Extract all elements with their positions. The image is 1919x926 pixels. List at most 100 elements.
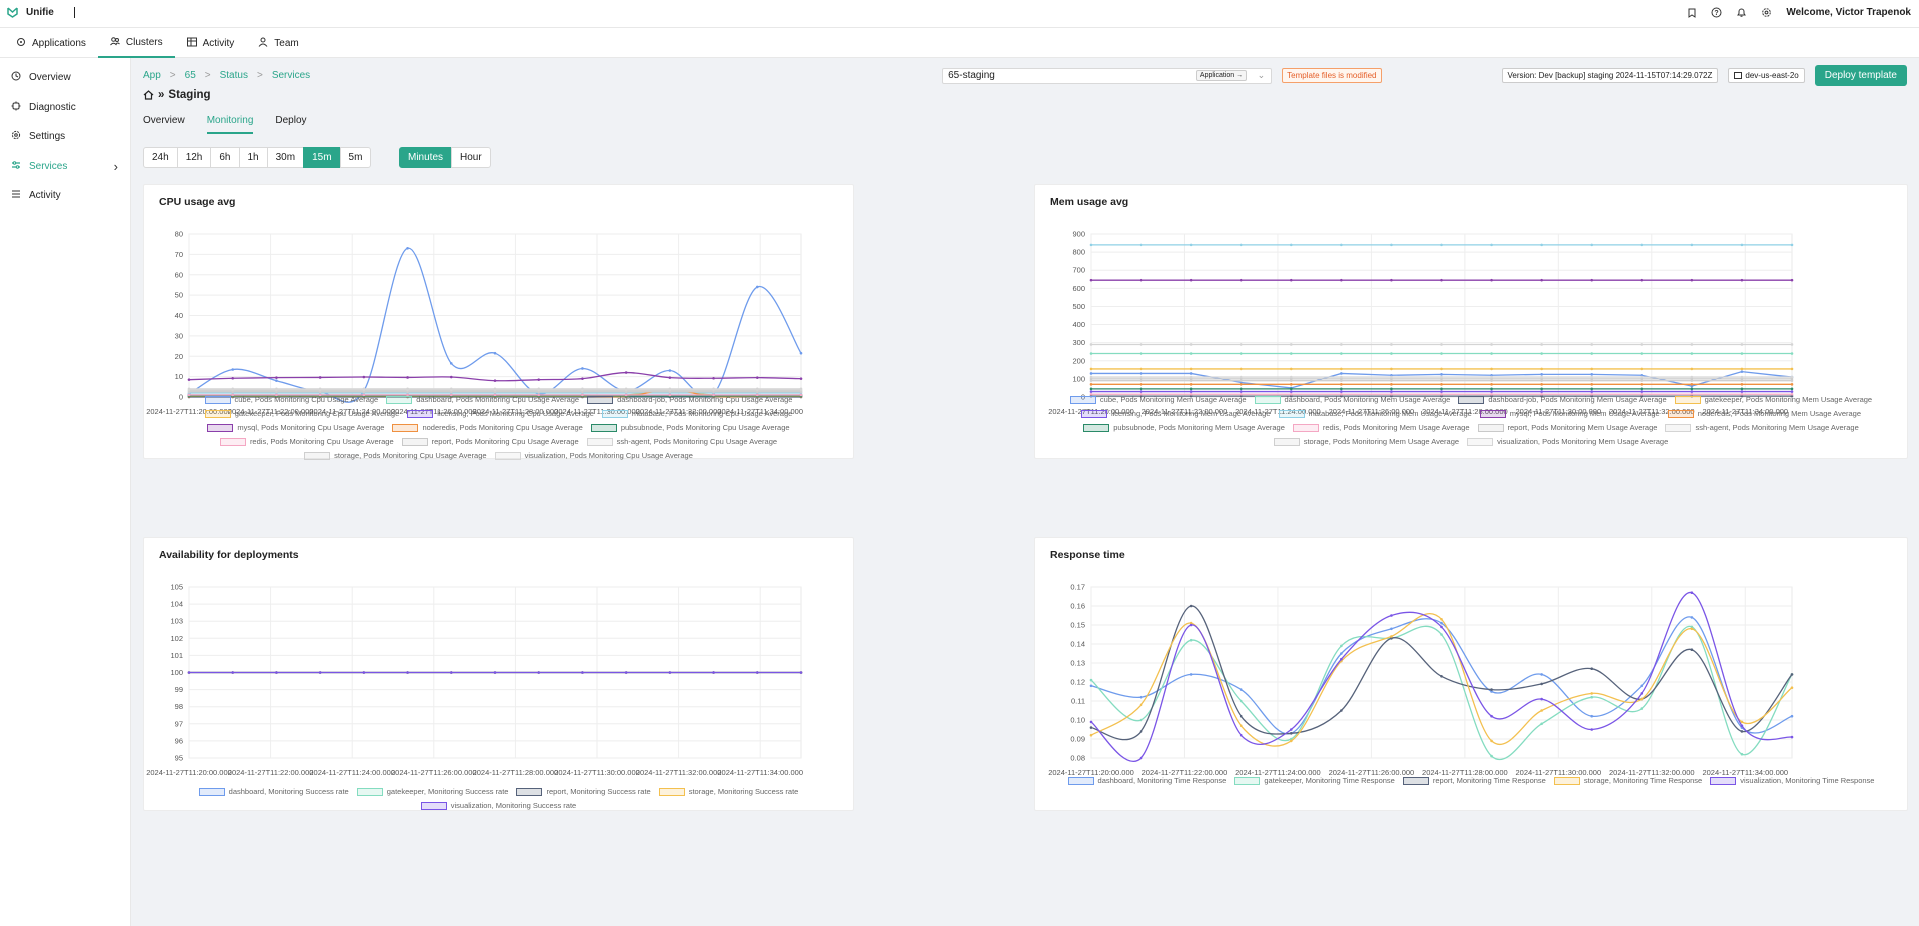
chevron-right-icon[interactable]: › xyxy=(113,158,118,174)
legend-item[interactable]: matabase, Pods Monitoring Cpu Usage Aver… xyxy=(601,408,792,419)
range-button-15m[interactable]: 15m xyxy=(303,147,341,168)
data-point xyxy=(1740,730,1744,733)
gear-icon[interactable] xyxy=(1761,7,1772,18)
nav-item-team[interactable]: Team xyxy=(246,28,310,58)
legend-item[interactable]: gatekeeper, Monitoring Time Response xyxy=(1234,775,1395,786)
application-link-tag[interactable]: Application → xyxy=(1195,69,1248,81)
legend-item[interactable]: redis, Pods Monitoring Cpu Usage Average xyxy=(219,436,394,447)
data-point xyxy=(1289,343,1293,346)
legend-item[interactable]: redis, Pods Monitoring Mem Usage Average xyxy=(1292,422,1470,433)
chart-title: Availability for deployments xyxy=(159,549,299,561)
data-point xyxy=(231,376,235,380)
legend-item[interactable]: report, Monitoring Success rate xyxy=(516,786,651,797)
data-point xyxy=(1340,709,1343,712)
help-icon[interactable]: ? xyxy=(1711,7,1722,18)
range-button-30m[interactable]: 30m xyxy=(266,147,305,168)
legend-item[interactable]: visualization, Monitoring Success rate xyxy=(420,800,576,811)
range-button-1h[interactable]: 1h xyxy=(238,147,268,168)
brand[interactable]: Unifie xyxy=(7,7,75,18)
plot-area xyxy=(1090,586,1793,759)
sidebar-item-activity[interactable]: Activity xyxy=(0,181,130,211)
legend-item[interactable]: storage, Monitoring Success rate xyxy=(658,786,798,797)
data-point xyxy=(1189,621,1193,625)
range-button-5m[interactable]: 5m xyxy=(339,147,372,168)
legend-item[interactable]: dashboard, Pods Monitoring Mem Usage Ave… xyxy=(1254,394,1450,405)
sidebar-item-services[interactable]: Services › xyxy=(0,152,130,182)
data-point xyxy=(1540,379,1543,382)
legend-item[interactable]: gatekeeper, Monitoring Success rate xyxy=(356,786,508,797)
legend-label: dashboard-job, Pods Monitoring Mem Usage… xyxy=(1488,395,1667,404)
region-badge[interactable]: dev-us-east-2o xyxy=(1728,68,1805,83)
legend-item[interactable]: dashboard-job, Pods Monitoring Cpu Usage… xyxy=(587,394,792,405)
legend-item[interactable]: mysql, Pods Monitoring Cpu Usage Average xyxy=(207,422,384,433)
breadcrumb-item[interactable]: 65 xyxy=(184,70,196,81)
legend-item[interactable]: dashboard, Monitoring Success rate xyxy=(198,786,349,797)
data-point xyxy=(187,378,191,381)
legend-item[interactable]: dashboard, Monitoring Time Response xyxy=(1067,775,1226,786)
data-point xyxy=(712,376,715,380)
welcome-text[interactable]: Welcome, Victor Trapenok xyxy=(1786,7,1911,18)
legend-item[interactable]: cube, Pods Monitoring Mem Usage Average xyxy=(1069,394,1247,405)
legend-item[interactable]: noderedis, Pods Monitoring Cpu Usage Ave… xyxy=(392,422,583,433)
data-point xyxy=(1089,379,1093,382)
breadcrumb-item[interactable]: Services xyxy=(271,70,311,81)
x-tick-label: 2024-11-27T11:22:00.000 xyxy=(1142,768,1228,777)
data-point xyxy=(1340,392,1343,396)
legend-item[interactable]: mysql, Pods Monitoring Mem Usage Average xyxy=(1479,408,1660,419)
bookmark-icon[interactable] xyxy=(1687,8,1697,18)
legend-item[interactable]: ssh-agent, Pods Monitoring Mem Usage Ave… xyxy=(1665,422,1859,433)
legend-item[interactable]: report, Monitoring Time Response xyxy=(1402,775,1546,786)
legend-item[interactable]: licensing, Pods Monitoring Mem Usage Ave… xyxy=(1080,408,1271,419)
unit-button-hour[interactable]: Hour xyxy=(451,147,491,168)
tab-monitoring[interactable]: Monitoring xyxy=(206,115,254,134)
data-point xyxy=(1089,726,1093,729)
data-point xyxy=(1340,375,1343,379)
legend-item[interactable]: report, Pods Monitoring Cpu Usage Averag… xyxy=(401,436,579,447)
legend-item[interactable]: ssh-agent, Pods Monitoring Cpu Usage Ave… xyxy=(586,436,777,447)
environment-select[interactable]: 65-staging Application → ⌄ xyxy=(942,67,1273,84)
legend-item[interactable]: storage, Monitoring Time Response xyxy=(1553,775,1702,786)
legend-item[interactable]: visualization, Monitoring Time Response xyxy=(1710,775,1874,786)
legend-label: pubsubnode, Pods Monitoring Mem Usage Av… xyxy=(1113,423,1285,432)
legend-item[interactable]: dashboard, Pods Monitoring Cpu Usage Ave… xyxy=(386,394,579,405)
legend-item[interactable]: noderedis, Pods Monitoring Mem Usage Ave… xyxy=(1667,408,1861,419)
legend-swatch xyxy=(386,395,413,404)
data-point xyxy=(1740,724,1744,727)
breadcrumb-item[interactable]: App xyxy=(143,70,161,81)
nav-item-applications[interactable]: Applications xyxy=(4,28,98,58)
legend-item[interactable]: gatekeeper, Pods Monitoring Cpu Usage Av… xyxy=(204,408,399,419)
sidebar-item-diagnostic[interactable]: Diagnostic xyxy=(0,93,130,123)
sidebar-item-overview[interactable]: Overview xyxy=(0,63,130,93)
range-button-24h[interactable]: 24h xyxy=(143,147,178,168)
breadcrumb-item[interactable]: Status xyxy=(219,70,248,81)
legend-item[interactable]: storage, Pods Monitoring Mem Usage Avera… xyxy=(1273,436,1459,447)
legend-item[interactable]: gatekeeper, Pods Monitoring Mem Usage Av… xyxy=(1674,394,1872,405)
nav-item-activity[interactable]: Activity xyxy=(175,28,247,58)
unit-button-minutes[interactable]: Minutes xyxy=(399,147,453,168)
legend-item[interactable]: dashboard-job, Pods Monitoring Mem Usage… xyxy=(1458,394,1667,405)
data-point xyxy=(1590,373,1594,376)
tab-overview[interactable]: Overview xyxy=(143,115,185,126)
nav-item-clusters[interactable]: Clusters xyxy=(97,28,175,58)
bell-icon[interactable] xyxy=(1736,7,1747,18)
chevron-down-icon[interactable]: ⌄ xyxy=(1257,69,1266,80)
legend-item[interactable]: licensing, Pods Monitoring Cpu Usage Ave… xyxy=(407,408,594,419)
sidebar-item-settings[interactable]: Settings xyxy=(0,122,130,152)
legend-item[interactable]: visualization, Pods Monitoring Mem Usage… xyxy=(1467,436,1668,447)
data-point xyxy=(1139,377,1143,381)
range-button-6h[interactable]: 6h xyxy=(210,147,240,168)
range-button-12h[interactable]: 12h xyxy=(176,147,212,168)
legend-item[interactable]: matabase, Pods Monitoring Mem Usage Aver… xyxy=(1278,408,1472,419)
home-icon[interactable] xyxy=(143,90,154,100)
version-badge[interactable]: Version: Dev [backup] staging 2024-11-15… xyxy=(1501,68,1719,83)
legend-item[interactable]: pubsubnode, Pods Monitoring Cpu Usage Av… xyxy=(590,422,790,433)
legend-item[interactable]: pubsubnode, Pods Monitoring Mem Usage Av… xyxy=(1083,422,1285,433)
template-modified-badge[interactable]: Template files is modified xyxy=(1282,68,1382,83)
tab-deploy[interactable]: Deploy xyxy=(275,115,307,126)
deploy-template-button[interactable]: Deploy template xyxy=(1814,65,1907,86)
data-point xyxy=(1189,604,1193,608)
legend-item[interactable]: report, Pods Monitoring Mem Usage Averag… xyxy=(1477,422,1657,433)
legend-item[interactable]: storage, Pods Monitoring Cpu Usage Avera… xyxy=(304,450,487,461)
legend-item[interactable]: cube, Pods Monitoring Cpu Usage Average xyxy=(204,394,378,405)
legend-item[interactable]: visualization, Pods Monitoring Cpu Usage… xyxy=(494,450,693,461)
